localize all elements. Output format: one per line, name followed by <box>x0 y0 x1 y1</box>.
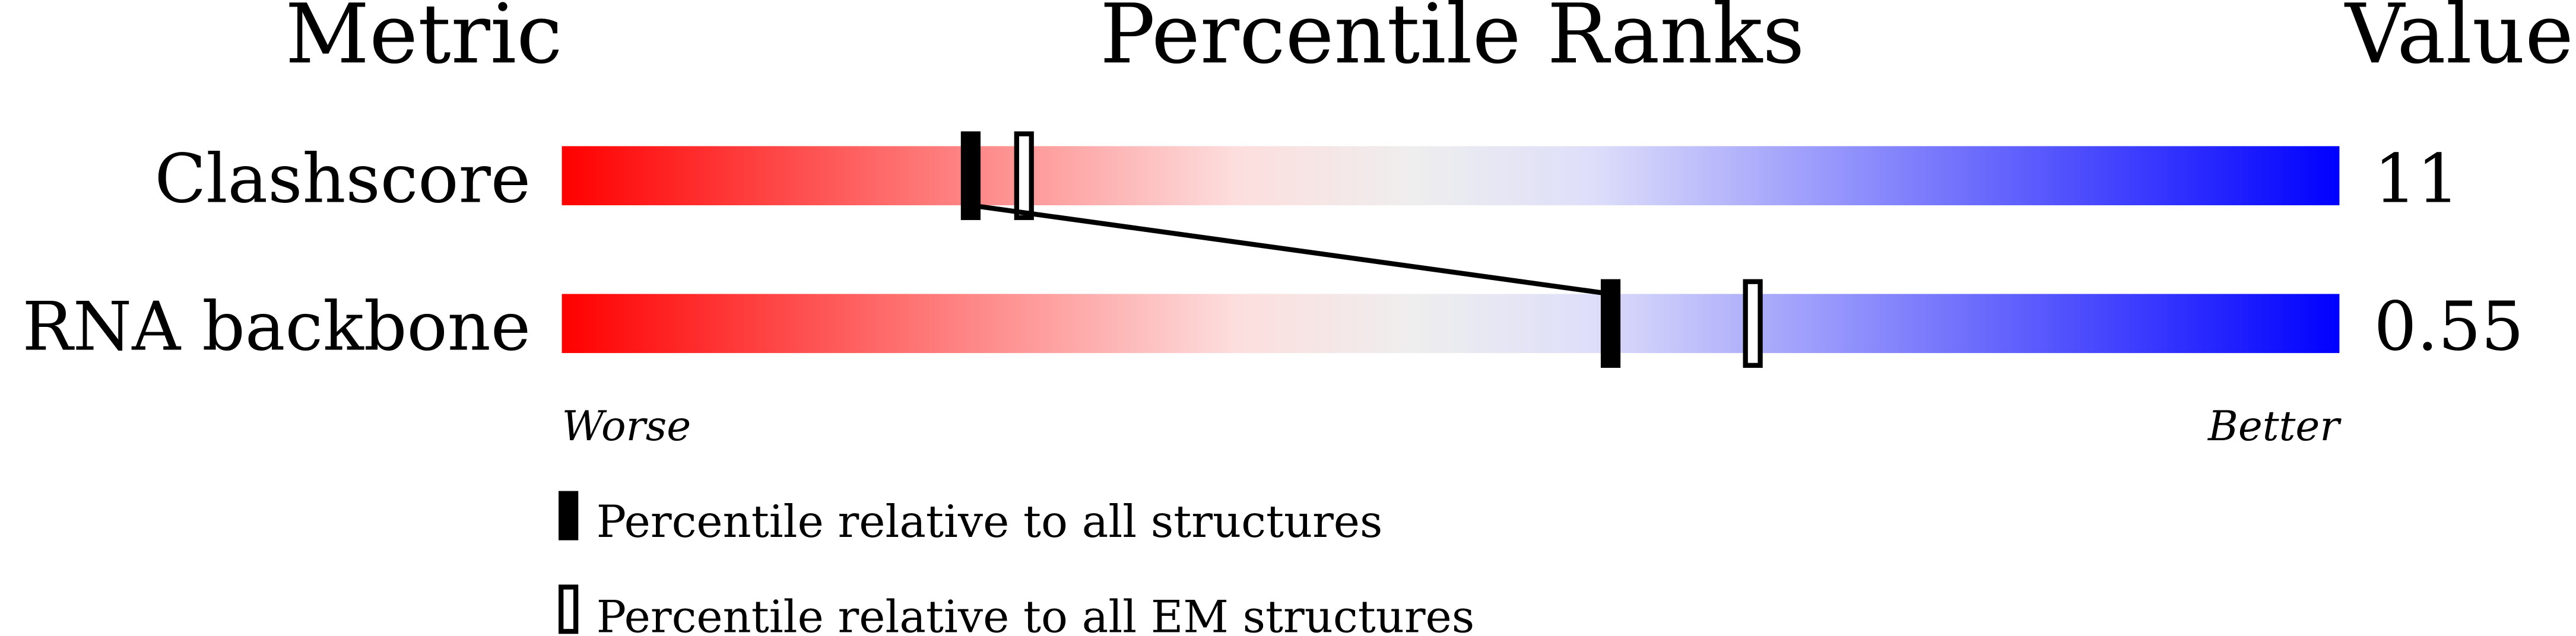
em-percentile-marker <box>1014 131 1034 220</box>
axis-label-better: Better <box>2207 403 2342 450</box>
metric-label-rna-backbone: RNA backbone <box>23 288 531 366</box>
em-percentile-marker <box>1743 279 1763 368</box>
metric-label-clashscore: Clashscore <box>154 139 531 218</box>
header-metric: Metric <box>285 0 563 82</box>
axis-label-worse: Worse <box>562 403 691 450</box>
gradient-bar-clashscore <box>561 146 2340 205</box>
legend-all-structures: Percentile relative to all structures <box>597 496 1383 548</box>
connector-line <box>970 202 1611 297</box>
legend-em-structures: Percentile relative to all EM structures <box>597 592 1474 636</box>
gradient-bar-rna-backbone <box>561 294 2340 354</box>
legend-open-marker <box>559 584 579 634</box>
header-value: Value <box>2344 0 2574 82</box>
value-rna-backbone: 0.55 <box>2374 288 2524 366</box>
value-clashscore: 11 <box>2374 139 2460 218</box>
header-percentile-ranks: Percentile Ranks <box>1100 0 1804 82</box>
legend-solid-marker <box>559 491 579 540</box>
